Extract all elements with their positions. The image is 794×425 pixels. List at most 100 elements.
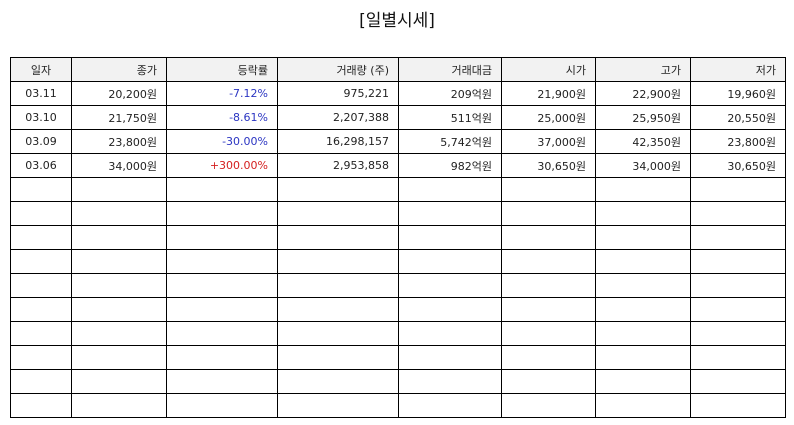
cell-amount: 5,742억원 (398, 129, 502, 154)
cell-change: -7.12% (166, 81, 278, 106)
cell-volume: 2,953,858 (277, 153, 399, 178)
cell-open: 21,900원 (501, 81, 596, 106)
empty-cell (71, 393, 167, 418)
empty-cell (277, 273, 399, 298)
empty-cell (690, 249, 786, 274)
empty-cell (690, 345, 786, 370)
empty-cell (398, 369, 502, 394)
empty-cell (277, 345, 399, 370)
empty-cell (398, 345, 502, 370)
table-header-row: 일자 종가 등락률 거래량 (주) 거래대금 시가 고가 저가 (10, 57, 786, 82)
empty-cell (690, 201, 786, 226)
empty-cell (501, 321, 596, 346)
cell-volume: 975,221 (277, 81, 399, 106)
cell-close: 20,200원 (71, 81, 167, 106)
empty-cell (10, 393, 72, 418)
cell-open: 30,650원 (501, 153, 596, 178)
cell-low: 23,800원 (690, 129, 786, 154)
empty-cell (10, 321, 72, 346)
empty-row (10, 297, 786, 322)
empty-row (10, 177, 786, 202)
empty-cell (71, 345, 167, 370)
cell-high: 25,950원 (595, 105, 691, 130)
cell-date: 03.06 (10, 153, 72, 178)
cell-date: 03.11 (10, 81, 72, 106)
empty-cell (71, 225, 167, 250)
empty-cell (595, 201, 691, 226)
empty-cell (398, 297, 502, 322)
empty-cell (10, 273, 72, 298)
column-header-date: 일자 (10, 57, 72, 82)
empty-cell (690, 177, 786, 202)
empty-cell (71, 321, 167, 346)
cell-low: 20,550원 (690, 105, 786, 130)
empty-cell (595, 369, 691, 394)
empty-cell (501, 345, 596, 370)
empty-cell (595, 225, 691, 250)
empty-cell (398, 249, 502, 274)
empty-cell (595, 393, 691, 418)
column-header-high: 고가 (595, 57, 691, 82)
cell-change: +300.00% (166, 153, 278, 178)
empty-cell (166, 225, 278, 250)
empty-cell (166, 345, 278, 370)
empty-cell (595, 321, 691, 346)
empty-cell (166, 297, 278, 322)
cell-amount: 209억원 (398, 81, 502, 106)
empty-cell (277, 249, 399, 274)
column-header-change: 등락률 (166, 57, 278, 82)
cell-change: -8.61% (166, 105, 278, 130)
empty-cell (690, 369, 786, 394)
cell-high: 22,900원 (595, 81, 691, 106)
empty-cell (595, 273, 691, 298)
cell-date: 03.10 (10, 105, 72, 130)
empty-cell (690, 393, 786, 418)
empty-cell (166, 177, 278, 202)
empty-cell (690, 297, 786, 322)
empty-cell (501, 393, 596, 418)
cell-amount: 511억원 (398, 105, 502, 130)
empty-cell (501, 177, 596, 202)
empty-cell (398, 273, 502, 298)
cell-high: 42,350원 (595, 129, 691, 154)
empty-cell (398, 321, 502, 346)
empty-cell (10, 345, 72, 370)
empty-cell (71, 177, 167, 202)
empty-cell (501, 201, 596, 226)
empty-cell (595, 345, 691, 370)
column-header-amount: 거래대금 (398, 57, 502, 82)
cell-volume: 2,207,388 (277, 105, 399, 130)
empty-cell (166, 273, 278, 298)
empty-cell (10, 177, 72, 202)
cell-change: -30.00% (166, 129, 278, 154)
empty-cell (166, 249, 278, 274)
empty-cell (166, 201, 278, 226)
empty-row (10, 225, 786, 250)
column-header-open: 시가 (501, 57, 596, 82)
empty-row (10, 273, 786, 298)
empty-cell (71, 249, 167, 274)
empty-cell (501, 273, 596, 298)
empty-cell (501, 369, 596, 394)
empty-cell (398, 225, 502, 250)
empty-cell (398, 393, 502, 418)
empty-cell (71, 201, 167, 226)
empty-row (10, 321, 786, 346)
empty-cell (501, 249, 596, 274)
empty-cell (501, 297, 596, 322)
empty-cell (71, 297, 167, 322)
cell-close: 23,800원 (71, 129, 167, 154)
column-header-low: 저가 (690, 57, 786, 82)
empty-cell (10, 201, 72, 226)
cell-open: 37,000원 (501, 129, 596, 154)
empty-cell (398, 177, 502, 202)
empty-cell (10, 225, 72, 250)
empty-cell (277, 177, 399, 202)
table-row: 03.09 23,800원 -30.00% 16,298,157 5,742억원… (10, 129, 786, 154)
empty-cell (10, 249, 72, 274)
table-row: 03.11 20,200원 -7.12% 975,221 209억원 21,90… (10, 81, 786, 106)
empty-cell (398, 201, 502, 226)
empty-cell (166, 393, 278, 418)
cell-close: 21,750원 (71, 105, 167, 130)
empty-row (10, 201, 786, 226)
